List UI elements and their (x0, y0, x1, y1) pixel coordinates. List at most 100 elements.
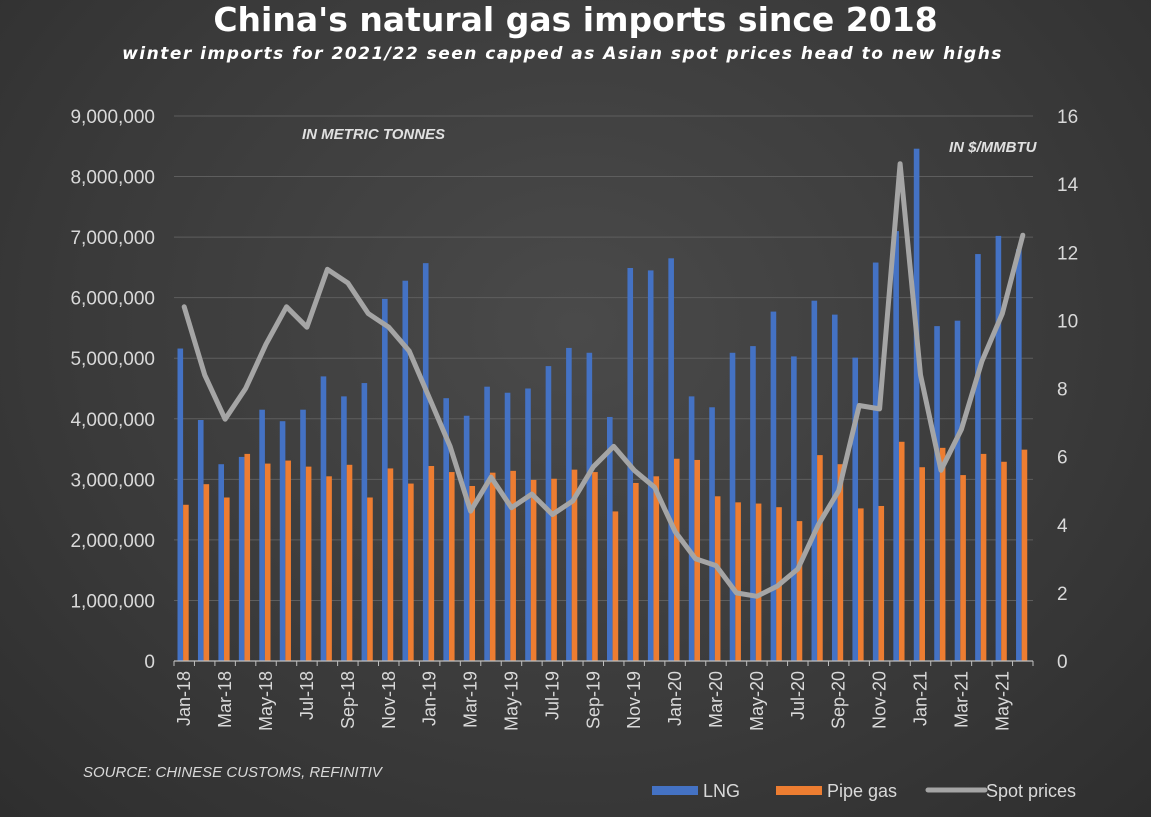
source-note: SOURCE: CHINESE CUSTOMS, REFINITIV (83, 764, 384, 781)
pipe-gas-bar (653, 476, 660, 661)
lng-bar (791, 356, 797, 661)
lng-bar (647, 270, 654, 661)
left-axis-tick-label: 9,000,000 (70, 107, 155, 128)
lng-bar (770, 311, 777, 661)
left-axis-tick-label: 1,000,000 (70, 591, 155, 612)
lng-bar (218, 464, 225, 661)
lng-bar (484, 386, 490, 661)
right-axis-tick-label: 4 (1057, 516, 1068, 537)
lng-bar (852, 357, 859, 661)
lng-bar (954, 320, 961, 661)
right-axis-tick-label: 6 (1057, 448, 1068, 469)
pipe-gas-bar (285, 460, 291, 661)
pipe-gas-bar (633, 482, 639, 661)
left-axis-tick-label: 0 (144, 652, 155, 673)
pipe-gas-bar (224, 497, 230, 661)
pipe-gas-bar (939, 447, 946, 661)
lng-bar (177, 348, 184, 661)
lng-bar (382, 298, 388, 661)
lng-bar (668, 258, 674, 661)
legend-swatch-lng (652, 786, 698, 795)
lng-bar (811, 300, 818, 661)
left-axis-tick-label: 8,000,000 (70, 168, 155, 189)
lng-bar (422, 263, 429, 661)
pipe-gas-bar (714, 496, 721, 661)
x-axis-tick-label: Mar-18 (215, 671, 235, 728)
pipe-gas-bar (898, 441, 905, 661)
pipe-gas-bar (346, 464, 353, 661)
lng-bar (259, 409, 265, 661)
lng-bar (831, 314, 838, 661)
lng-bar (934, 326, 940, 661)
pipe-gas-bar (837, 464, 844, 661)
x-axis-tick-label: Jan-19 (420, 671, 440, 726)
pipe-gas-bar (796, 521, 803, 661)
left-axis-tick-label: 2,000,000 (70, 531, 155, 552)
lng-bar (688, 396, 695, 661)
x-axis-tick-label: Jan-18 (174, 671, 194, 726)
lng-bar (607, 416, 613, 661)
x-axis-tick-label: May-21 (992, 671, 1012, 731)
x-axis-tick-label: Sep-19 (583, 671, 603, 729)
pipe-gas-bar (960, 475, 966, 661)
left-axis-tick-label: 3,000,000 (70, 470, 155, 491)
x-axis-tick-label: Sep-18 (338, 671, 358, 729)
x-axis-tick-label: Mar-19 (461, 671, 481, 728)
x-axis-tick-label: May-20 (747, 671, 767, 731)
pipe-gas-bar (203, 484, 210, 661)
right-axis-tick-label: 0 (1057, 652, 1068, 673)
chart-title: China's natural gas imports since 2018 (213, 0, 938, 39)
lng-bar (279, 421, 286, 661)
right-axis-unit-label: IN $/MMBTU (949, 139, 1038, 156)
pipe-gas-bar (489, 472, 496, 661)
lng-bar (341, 396, 347, 661)
pipe-gas-bar (408, 483, 414, 661)
lng-bar (586, 352, 593, 661)
x-axis-tick-label: Jan-21 (911, 671, 931, 726)
right-axis-tick-label: 14 (1057, 175, 1079, 196)
left-axis-unit-label: IN METRIC TONNES (302, 126, 445, 143)
pipe-gas-bar (387, 468, 394, 661)
x-axis-tick-label: Jan-20 (665, 671, 685, 726)
pipe-gas-bar (469, 485, 476, 661)
legend-swatch-pipe-gas (776, 786, 822, 795)
right-axis-tick-label: 12 (1057, 243, 1078, 264)
pipe-gas-bar (1001, 461, 1007, 661)
pipe-gas-bar (326, 476, 332, 661)
pipe-gas-bar (858, 508, 864, 661)
lng-bar (361, 383, 368, 661)
pipe-gas-bar (1021, 449, 1028, 661)
pipe-gas-bar (448, 472, 455, 661)
pipe-gas-bar (530, 479, 537, 661)
lng-bar (238, 456, 245, 661)
x-axis-tick-label: Jul-18 (297, 671, 317, 720)
lng-bar (995, 235, 1002, 661)
lng-bar (872, 262, 879, 661)
x-axis-tick-label: Nov-19 (624, 671, 644, 729)
chart-subtitle: winter imports for 2021/22 seen capped a… (122, 44, 1003, 64)
lng-bar (709, 407, 715, 661)
right-axis-tick-label: 16 (1057, 107, 1078, 128)
legend-label-pipe-gas: Pipe gas (827, 781, 897, 801)
pipe-gas-bar (612, 511, 619, 661)
legend-label-lng: LNG (703, 781, 740, 801)
lng-bar (402, 280, 409, 661)
x-axis-tick-label: Sep-20 (829, 671, 849, 729)
pipe-gas-bar (244, 453, 251, 661)
pipe-gas-bar (305, 466, 312, 661)
lng-bar (463, 415, 470, 661)
x-axis-tick-label: Jul-19 (542, 671, 562, 720)
lng-bar (750, 346, 756, 661)
pipe-gas-bar (510, 470, 516, 661)
left-axis-tick-label: 7,000,000 (70, 228, 155, 249)
pipe-gas-bar (367, 497, 373, 661)
lng-bar (320, 376, 327, 661)
lng-bar (729, 352, 736, 661)
lng-bar (443, 398, 449, 661)
lng-bar (1016, 249, 1022, 661)
legend-label-spot-prices: Spot prices (986, 781, 1076, 801)
pipe-gas-bar (592, 472, 598, 661)
x-axis-tick-label: Nov-20 (870, 671, 890, 729)
